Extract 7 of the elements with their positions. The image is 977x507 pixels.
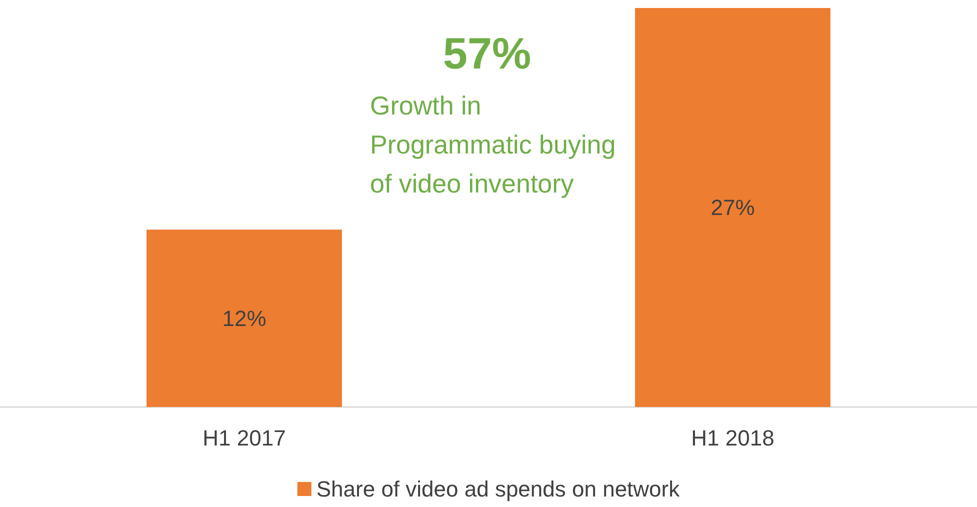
- legend-label: Share of video ad spends on network: [316, 476, 681, 502]
- data-label: 27%: [710, 195, 755, 220]
- annotation: 57%: [443, 30, 532, 78]
- annotation: Growth in Programmatic buying of video inventory: [370, 90, 623, 198]
- x-tick-label: H1 2017: [202, 426, 286, 450]
- data-label: 12%: [222, 306, 266, 331]
- x-tick-label: H1 2018: [691, 426, 774, 450]
